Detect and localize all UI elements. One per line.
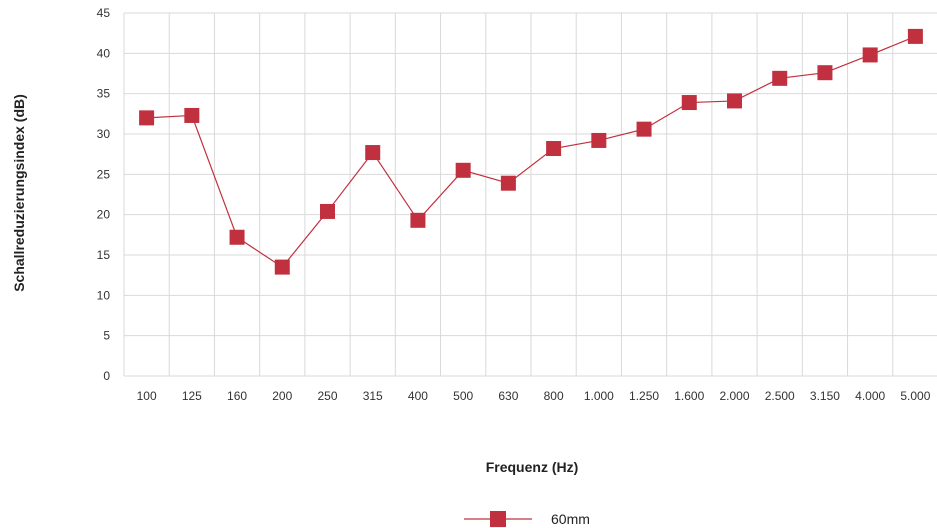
y-tick-label: 20 (97, 208, 111, 222)
data-point-marker (320, 203, 335, 219)
x-tick-label: 5.000 (900, 389, 930, 403)
x-tick-label: 250 (317, 389, 337, 403)
y-axis-title: Schallreduzierungsindex (dB) (11, 94, 27, 292)
x-tick-label: 2.500 (765, 389, 795, 403)
grid (123, 12, 937, 377)
data-point-marker (591, 132, 607, 148)
x-axis-title: Frequenz (Hz) (486, 459, 579, 475)
data-point-marker (681, 95, 697, 111)
x-tick-label: 4.000 (855, 389, 885, 403)
x-tick-label: 1.600 (674, 389, 704, 403)
data-point-marker (139, 110, 155, 126)
legend: 60mm (464, 511, 590, 527)
x-axis-ticks: 100 125 160 200 250 315 400 500 630 800 1.000 1.250… (137, 389, 931, 403)
y-tick-label: 35 (97, 87, 111, 101)
x-tick-label: 800 (544, 389, 564, 403)
data-point-marker (229, 229, 245, 245)
x-tick-label: 315 (363, 389, 383, 403)
data-point-marker (772, 70, 788, 86)
data-point-marker (636, 121, 652, 137)
y-tick-label: 45 (97, 6, 111, 20)
y-axis-ticks: 0 5 10 15 20 25 30 35 40 45 (97, 6, 111, 383)
legend-marker (490, 511, 506, 527)
x-tick-label: 400 (408, 389, 428, 403)
x-tick-label: 100 (137, 389, 157, 403)
series-layer (139, 28, 923, 275)
x-tick-label: 200 (272, 389, 292, 403)
x-tick-label: 630 (498, 389, 518, 403)
data-point-marker (546, 141, 562, 157)
data-point-marker (274, 259, 290, 275)
x-tick-label: 500 (453, 389, 473, 403)
y-tick-label: 5 (103, 329, 110, 343)
x-tick-label: 3.150 (810, 389, 840, 403)
data-point-marker (907, 28, 923, 44)
y-tick-label: 30 (97, 127, 111, 141)
series-line (146, 35, 916, 268)
y-tick-label: 15 (97, 248, 111, 262)
y-tick-label: 10 (97, 288, 111, 302)
x-tick-label: 1.250 (629, 389, 659, 403)
data-point-marker (455, 162, 471, 178)
legend-label: 60mm (551, 511, 590, 527)
data-point-marker (410, 212, 426, 228)
data-point-marker (365, 145, 381, 161)
x-tick-label: 2.000 (719, 389, 749, 403)
x-tick-label: 125 (182, 389, 202, 403)
data-point-marker (500, 175, 516, 191)
data-point-marker (862, 47, 878, 63)
data-point-marker (817, 65, 833, 81)
y-tick-label: 25 (97, 167, 111, 181)
x-tick-label: 160 (227, 389, 247, 403)
y-tick-label: 0 (103, 369, 110, 383)
data-point-marker (727, 93, 742, 109)
y-tick-label: 40 (97, 46, 111, 60)
data-point-marker (184, 107, 200, 123)
x-tick-label: 1.000 (584, 389, 614, 403)
